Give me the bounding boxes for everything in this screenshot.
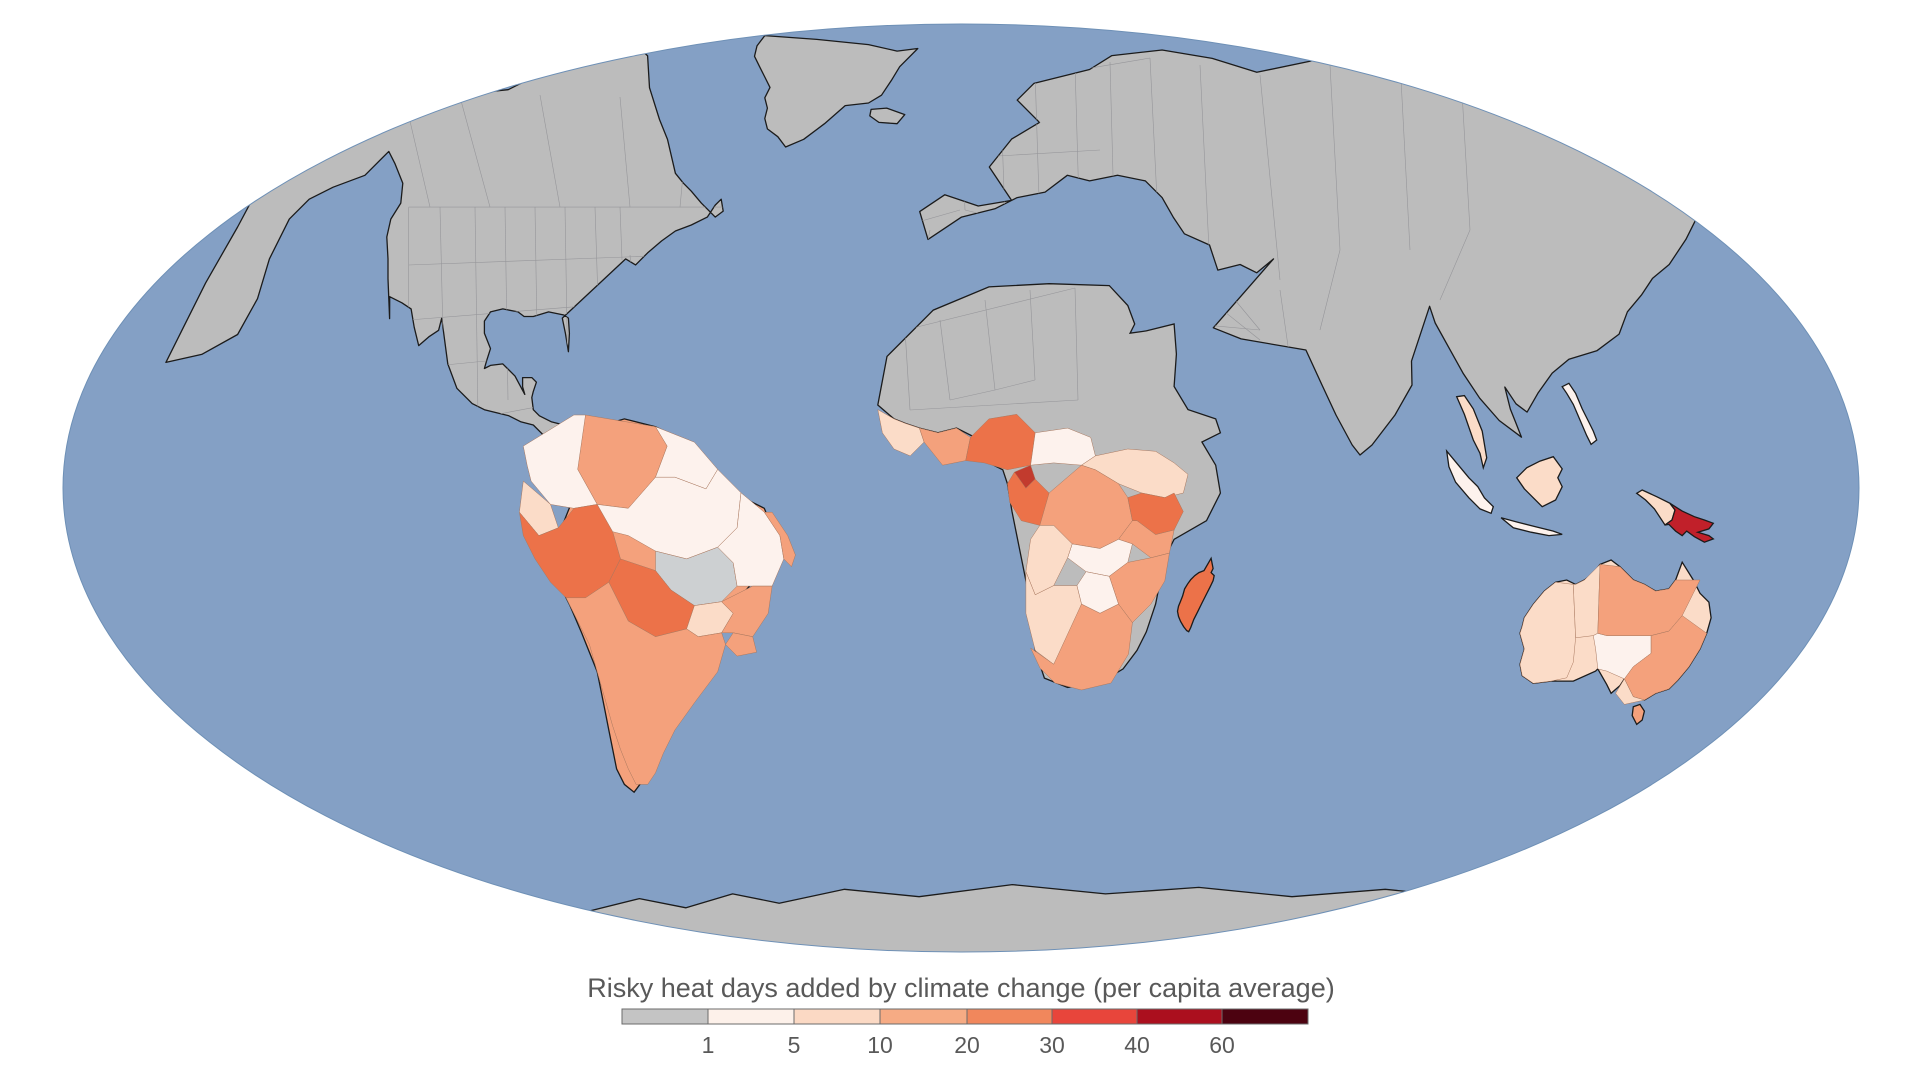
svg-text:Risky heat days added by clima: Risky heat days added by climate change … bbox=[587, 973, 1334, 1003]
svg-text:60: 60 bbox=[1209, 1032, 1235, 1058]
svg-text:10: 10 bbox=[867, 1032, 893, 1058]
svg-text:40: 40 bbox=[1124, 1032, 1150, 1058]
svg-text:30: 30 bbox=[1039, 1032, 1065, 1058]
svg-text:5: 5 bbox=[788, 1032, 801, 1058]
svg-text:1: 1 bbox=[702, 1032, 715, 1058]
svg-text:20: 20 bbox=[954, 1032, 980, 1058]
